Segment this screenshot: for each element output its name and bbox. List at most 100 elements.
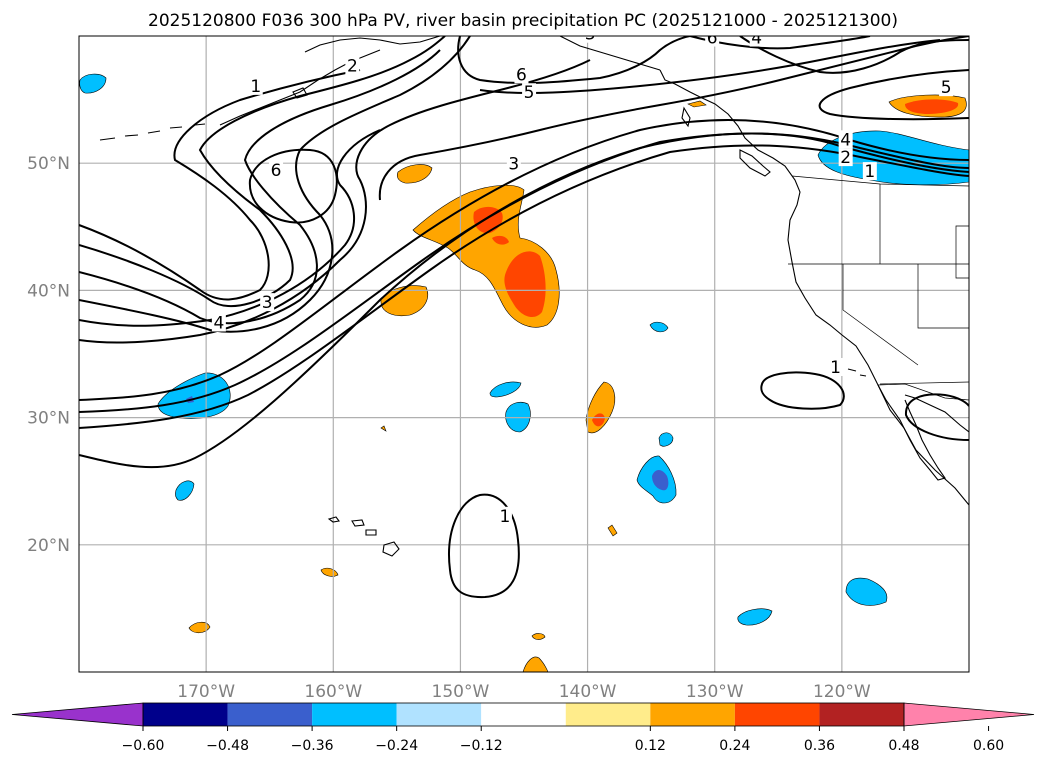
negative-anomaly-area: [157, 372, 231, 419]
north-america-west-coastline: [659, 69, 969, 506]
colorbar-tick-label: 0.60: [973, 738, 1004, 754]
gulf-of-california-coast: [904, 394, 969, 433]
contour-label-background: [506, 154, 521, 173]
contour-label: 3: [585, 25, 596, 45]
contour-label: 1: [998, 382, 1009, 402]
pv-contour-9: [79, 59, 591, 344]
colorbar-tick-label: −0.24: [375, 738, 418, 754]
us-mexico-border: [877, 383, 969, 401]
contour-label-background: [248, 76, 263, 95]
negative-anomaly-area: [737, 608, 773, 626]
colorbar-bin: [819, 703, 904, 726]
contour-label-background: [749, 36, 764, 47]
positive-anomaly-area: [396, 164, 433, 184]
great-salt-lake-region-border: [955, 225, 969, 279]
longitude-tick-label: 140°W: [559, 682, 617, 702]
pv-contour-3-east: [739, 36, 969, 74]
longitude-tick-label: 130°W: [686, 682, 744, 702]
longitude-axis-labels: 170°W 160°W 150°W 140°W 130°W 120°W: [177, 682, 871, 702]
longitude-tick-label: 150°W: [432, 682, 490, 702]
pv-contour-5-east: [818, 69, 969, 121]
pv-contour-1-closed-east: [760, 371, 845, 410]
colorbar-tick-label: 0.36: [804, 738, 835, 754]
alaska-coastline: [304, 36, 661, 71]
contour-label: 3: [262, 293, 273, 313]
contour-label: 5: [941, 78, 952, 98]
negative-anomaly-area: [79, 73, 107, 94]
pv-contour-1-baja: [904, 393, 969, 441]
colorbar-tick-label: 0.12: [635, 738, 666, 754]
contour-label: 3: [508, 154, 519, 174]
negative-anomaly-area: [175, 480, 195, 501]
contour-label: 1: [864, 162, 875, 182]
contour-label-background: [522, 83, 537, 102]
map-gridlines: [79, 36, 969, 672]
contour-label: 2: [347, 57, 358, 77]
negative-anomaly-area: [649, 321, 669, 333]
contour-labels: 12665334111245316343: [211, 25, 1047, 527]
pv-contour-north-lobe-2: [479, 39, 941, 94]
colorbar-bin: [312, 703, 397, 726]
colorbar: −0.60 −0.48 −0.36 −0.24 −0.12 0.12 0.24 0.36 0.4…: [11, 702, 1035, 754]
contour-label-background: [1041, 25, 1047, 43]
colorbar-tick-label: −0.48: [206, 738, 249, 754]
colorbar-tick-label: 0.24: [719, 738, 750, 754]
contour-label-background: [497, 506, 512, 525]
contour-label: 4: [840, 130, 851, 150]
negative-anomaly-area: [658, 432, 674, 447]
pv-contour-5: [79, 69, 361, 301]
colorbar-bin: [481, 703, 566, 726]
contour-label-background: [211, 313, 226, 332]
latitude-tick-label: 50°N: [27, 154, 70, 174]
contour-label-background: [828, 357, 843, 376]
colorbar-bin: [143, 703, 228, 726]
contour-label-background: [996, 382, 1010, 400]
pv-contour-closed-6: [248, 148, 338, 224]
contour-label-background: [583, 36, 598, 43]
aleutian-islands: [99, 123, 206, 141]
contour-label-background: [838, 148, 853, 167]
map-background: [79, 36, 969, 672]
colorbar-tick-label: −0.36: [291, 738, 334, 754]
haida-gwaii: [681, 106, 691, 128]
positive-anomaly-area: [380, 425, 387, 432]
latitude-tick-label: 20°N: [27, 536, 70, 556]
contour-label-background: [996, 147, 1010, 165]
contour-label-background: [514, 65, 529, 84]
colorbar-bin: [650, 703, 735, 726]
contour-label: 5: [524, 83, 535, 103]
contour-label-background: [838, 130, 853, 149]
positive-anomaly-area: [607, 524, 618, 537]
contour-label: 6: [271, 161, 282, 181]
pv-contour-lines: [79, 36, 969, 599]
pv-contour-north-lobe: [457, 36, 691, 85]
contour-label-background: [260, 293, 275, 312]
longitude-tick-label: 120°W: [813, 682, 871, 702]
hawaiian-islands: [327, 516, 400, 557]
contour-label: 4: [751, 29, 762, 49]
longitude-tick-label: 160°W: [304, 682, 362, 702]
pv-contour-3: [79, 144, 969, 429]
channel-islands: [847, 368, 867, 377]
positive-anomaly-area: [522, 656, 549, 672]
positive-anomaly-area: [687, 100, 707, 108]
contour-label: 1: [500, 507, 511, 527]
map-plot-area: 12665334111245316343: [79, 25, 1047, 672]
colorbar-tick-label: 0.48: [888, 738, 919, 754]
positive-anomaly-area: [380, 285, 429, 317]
positive-anomaly-area: [188, 621, 211, 634]
contour-label: 4: [213, 313, 224, 333]
contour-label: 3: [1042, 25, 1047, 45]
contour-label: 6: [707, 29, 718, 49]
negative-anomaly-area: [489, 381, 522, 398]
us-state-borders: [788, 184, 969, 385]
latitude-tick-label: 40°N: [27, 281, 70, 301]
colorbar-bin: [565, 703, 651, 726]
negative-anomaly-area: [845, 577, 888, 606]
latitude-axis-labels: 20°N 30°N 40°N 50°N: [27, 154, 70, 556]
colorbar-bin: [227, 703, 313, 726]
strong-positive-anomaly-area: [592, 413, 605, 427]
colorbar-over-triangle: [903, 702, 1035, 727]
map-title: 2025120800 F036 300 hPa PV, river basin …: [148, 11, 898, 31]
